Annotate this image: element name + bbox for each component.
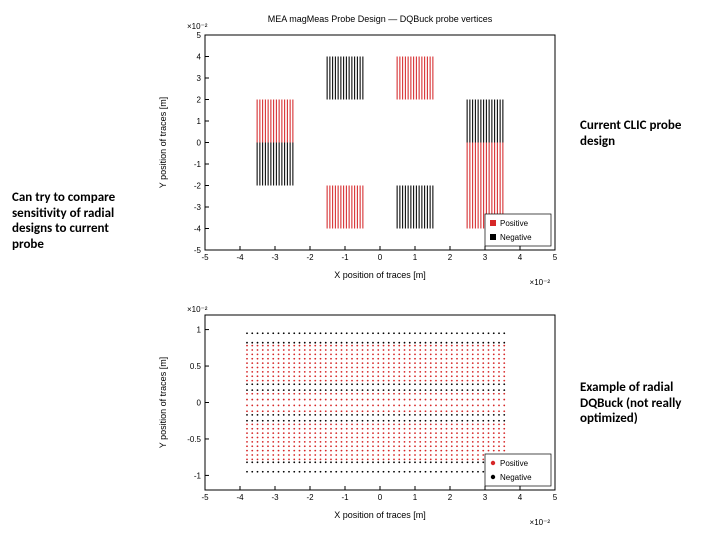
- svg-text:1: 1: [197, 326, 202, 335]
- svg-text:5: 5: [553, 253, 558, 262]
- top-chart-svg: -5-5 -4 -4 -3 -3 -2 -2 -1 -1 0 0 1 1 2 2 3 3 4 4 5 5 X positi…: [150, 10, 570, 290]
- svg-text:3: 3: [483, 253, 488, 262]
- bottom-chart-svg: -5 -4 -3 -2 -1 0 1 2 3 4 5 -1 -0.5 0 0.5 1 X position of…: [150, 300, 570, 530]
- svg-text:5: 5: [197, 31, 202, 40]
- svg-text:Negative: Negative: [500, 233, 532, 242]
- svg-text:-0.5: -0.5: [187, 435, 201, 444]
- svg-text:-2: -2: [194, 182, 202, 191]
- svg-text:Positive: Positive: [500, 219, 529, 228]
- annotation-top-right: Current CLIC probe design: [580, 118, 700, 149]
- svg-text:Positive: Positive: [500, 459, 529, 468]
- svg-text:1: 1: [413, 493, 418, 502]
- svg-text:-5: -5: [194, 246, 202, 255]
- svg-text:X position of traces [m]: X position of traces [m]: [334, 270, 426, 280]
- svg-text:MEA magMeas Probe Design — DQB: MEA magMeas Probe Design — DQBuck probe …: [268, 14, 493, 24]
- annotation-left: Can try to compare sensitivity of radial…: [12, 190, 132, 252]
- annotation-bot-right: Example of radial DQBuck (not really opt…: [580, 380, 700, 427]
- svg-text:2: 2: [448, 253, 453, 262]
- svg-text:-4: -4: [194, 225, 202, 234]
- svg-text:-5: -5: [201, 253, 209, 262]
- svg-text:3: 3: [483, 493, 488, 502]
- svg-text:2: 2: [448, 493, 453, 502]
- svg-text:3: 3: [197, 74, 202, 83]
- svg-text:4: 4: [518, 493, 523, 502]
- svg-text:0.5: 0.5: [190, 362, 202, 371]
- svg-text:-3: -3: [271, 253, 279, 262]
- svg-text:-3: -3: [271, 493, 279, 502]
- svg-text:-3: -3: [194, 203, 202, 212]
- svg-text:Y position of traces [m]: Y position of traces [m]: [158, 357, 168, 448]
- top-chart-panel: -5-5 -4 -4 -3 -3 -2 -2 -1 -1 0 0 1 1 2 2 3 3 4 4 5 5 X positi…: [150, 10, 570, 290]
- svg-text:2: 2: [197, 96, 202, 105]
- svg-text:-4: -4: [236, 493, 244, 502]
- svg-text:Y position of traces [m]: Y position of traces [m]: [158, 97, 168, 188]
- bottom-chart-panel: -5 -4 -3 -2 -1 0 1 2 3 4 5 -1 -0.5 0 0.5 1 X position of…: [150, 300, 570, 530]
- svg-text:5: 5: [553, 493, 558, 502]
- svg-text:0: 0: [197, 139, 202, 148]
- svg-text:0: 0: [378, 253, 383, 262]
- svg-text:0: 0: [378, 493, 383, 502]
- svg-text:-1: -1: [194, 471, 202, 480]
- svg-text:1: 1: [413, 253, 418, 262]
- svg-text:-1: -1: [194, 160, 202, 169]
- svg-text:-4: -4: [236, 253, 244, 262]
- svg-text:×10⁻²: ×10⁻²: [187, 305, 208, 314]
- svg-text:×10⁻²: ×10⁻²: [530, 278, 551, 287]
- svg-text:1: 1: [197, 117, 202, 126]
- svg-text:-5: -5: [201, 493, 209, 502]
- svg-text:-1: -1: [341, 493, 349, 502]
- svg-text:×10⁻²: ×10⁻²: [530, 518, 551, 527]
- svg-text:4: 4: [518, 253, 523, 262]
- svg-text:-2: -2: [306, 253, 314, 262]
- svg-text:-1: -1: [341, 253, 349, 262]
- svg-text:0: 0: [197, 399, 202, 408]
- svg-text:×10⁻²: ×10⁻²: [187, 22, 208, 31]
- svg-text:4: 4: [197, 53, 202, 62]
- svg-text:-2: -2: [306, 493, 314, 502]
- svg-text:Negative: Negative: [500, 473, 532, 482]
- svg-text:X position of traces [m]: X position of traces [m]: [334, 510, 426, 520]
